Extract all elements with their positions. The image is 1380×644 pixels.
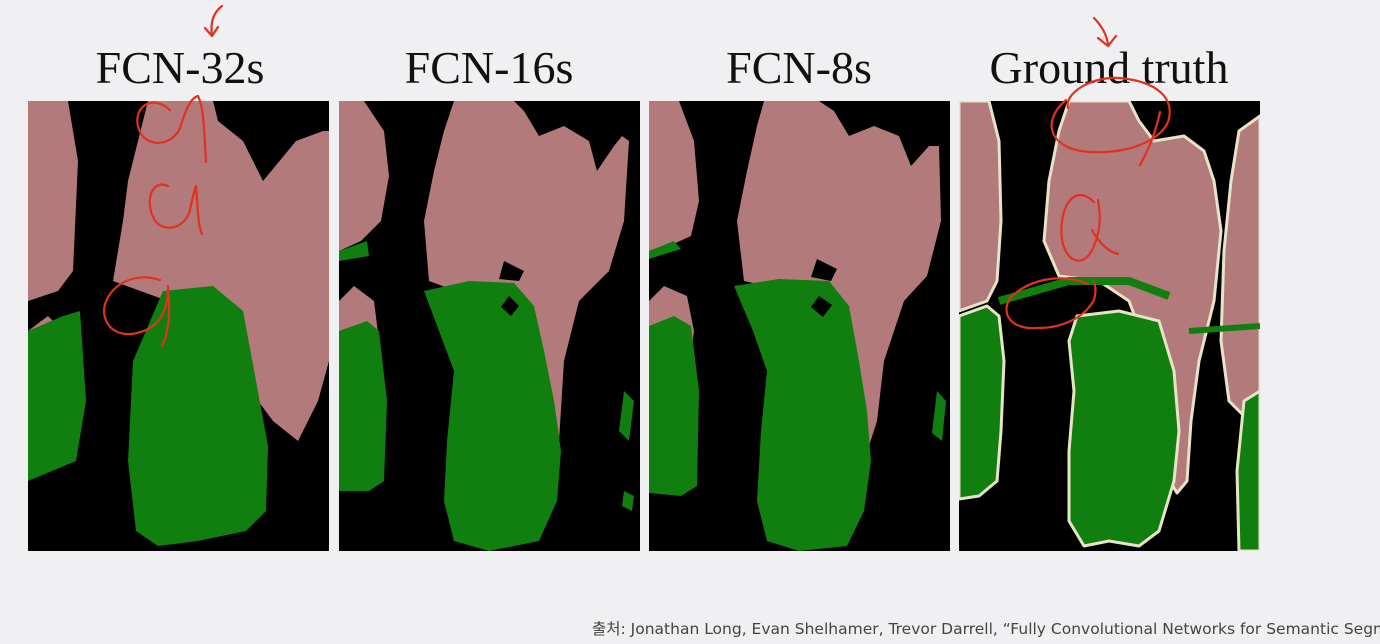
- segmentation-panel-fcn16s: [339, 101, 640, 551]
- panel-label-fcn32s: FCN-32s: [95, 42, 265, 93]
- citation-text: 출처: Jonathan Long, Evan Shelhamer, Trevo…: [592, 620, 1380, 638]
- segmentation-panel-fcn32s: [28, 101, 329, 551]
- panel-label-fcn8s: FCN-8s: [726, 42, 872, 93]
- panel-label-ground-truth: Ground truth: [989, 42, 1229, 93]
- segmentation-panel-ground-truth: [959, 101, 1260, 551]
- panel-label-fcn16s: FCN-16s: [404, 42, 574, 93]
- segmentation-panel-fcn8s: [649, 101, 950, 551]
